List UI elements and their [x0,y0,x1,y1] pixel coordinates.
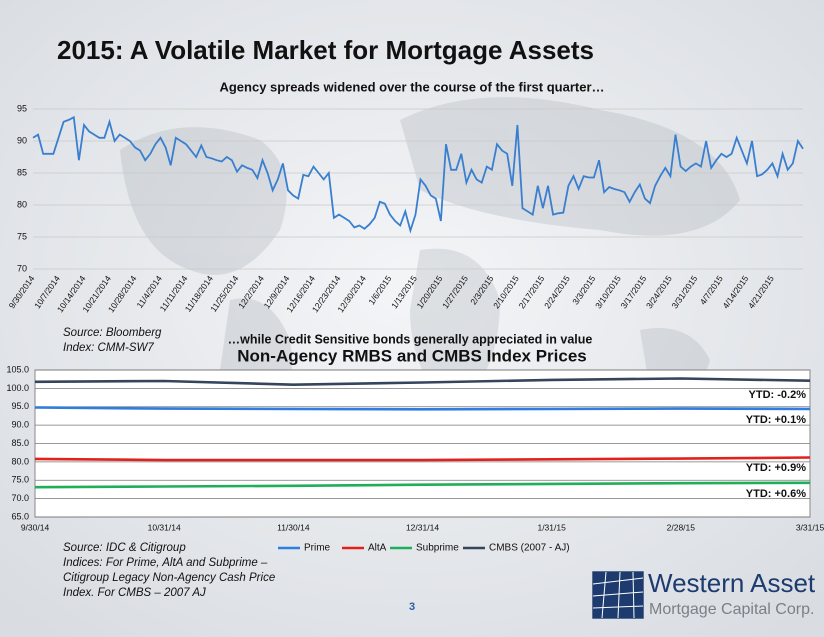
legend-label: Subprime [416,543,459,554]
chart-title: Agency spreads widened over the course o… [219,79,604,94]
y-tick-label: 105.0 [6,364,29,374]
y-tick-label: 70 [17,263,27,273]
y-tick-label: 85.0 [11,438,29,448]
page-number: 3 [409,601,415,613]
x-tick-label: 2/28/15 [667,522,696,532]
x-tick-label: 10/31/14 [148,522,181,532]
x-tick-label: 9/30/14 [21,522,50,532]
y-tick-label: 90 [17,135,27,145]
y-tick-label: 85 [17,167,27,177]
y-tick-label: 90.0 [11,420,29,430]
y-tick-label: 95 [17,103,27,113]
source-note: Index. For CMBS – 2007 AJ [63,587,206,599]
legend-label: CMBS (2007 - AJ) [489,543,570,554]
data-line [34,406,811,411]
y-tick-label: 100.0 [6,383,29,393]
legend-label: Prime [304,543,331,554]
source-note: Indices: For Prime, AltA and Subprime – [63,557,268,569]
x-tick-label: 1/31/15 [537,522,566,532]
annotation: YTD: +0.9% [746,462,806,474]
y-tick-label: 70.0 [11,493,29,503]
source-note: Source: Bloomberg [63,327,162,339]
x-tick-label: 3/31/15 [796,522,824,532]
data-line [34,481,811,489]
data-line [34,456,811,462]
slide-title: 2015: A Volatile Market for Mortgage Ass… [57,35,594,65]
data-line [32,115,804,234]
annotation: YTD: -0.2% [749,389,807,401]
y-tick-label: 75 [17,231,27,241]
logo-icon [592,571,644,619]
y-tick-label: 95.0 [11,401,29,411]
y-tick-label: 65.0 [11,511,29,521]
legend-label: AltA [368,543,387,554]
x-tick-label: 11/30/14 [277,522,310,532]
logo-tagline: Mortgage Capital Corp. [649,601,814,618]
y-tick-label: 80.0 [11,456,29,466]
y-tick-label: 80 [17,199,27,209]
x-tick-label: 12/31/14 [406,522,439,532]
source-note: Source: IDC & Citigroup [63,542,186,554]
annotation: YTD: +0.1% [746,414,806,426]
data-line [34,377,811,387]
chart-subtitle: …while Credit Sensitive bonds generally … [228,332,593,346]
chart-title: Non-Agency RMBS and CMBS Index Prices [237,346,587,365]
annotation: YTD: +0.6% [746,488,806,500]
y-tick-label: 75.0 [11,475,29,485]
source-note: Index: CMM-SW7 [63,342,154,354]
source-note: Citigroup Legacy Non-Agency Cash Price [63,572,275,584]
logo-name: Western Asset [648,568,816,598]
